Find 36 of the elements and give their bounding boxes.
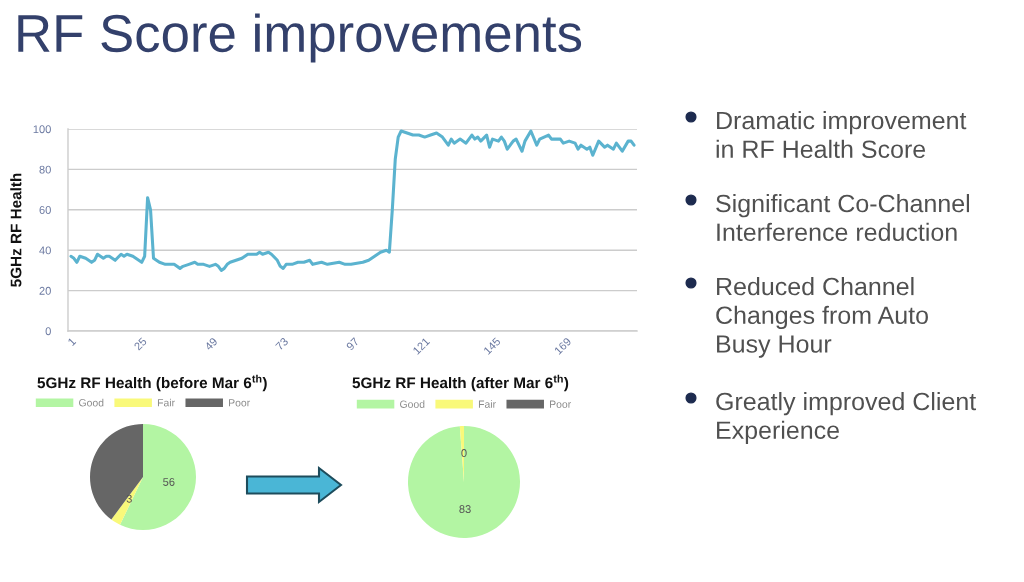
pie-slice xyxy=(90,424,143,520)
y-tick-label: 20 xyxy=(39,286,51,295)
chart-title: 5GHz RF Health (before Mar 6$^{th}$) xyxy=(37,374,267,392)
pie-slice xyxy=(111,477,143,525)
text: Significant Co-Channel Interference reduction xyxy=(716,194,970,242)
text: Reduced Channel Changes from Auto Busy Hour xyxy=(716,277,928,358)
text: Dramatic improvement in RF Health Score xyxy=(716,111,967,159)
legend-label: Good xyxy=(79,398,104,407)
x-tick-label: 169 xyxy=(553,337,572,355)
y-tick-label: 100 xyxy=(33,125,51,134)
x-tick-label: 25 xyxy=(133,337,148,351)
y-axis-title: 5GHz RF Health xyxy=(10,173,22,287)
text: Greatly improved Client Experience xyxy=(716,392,977,445)
x-tick-label: 121 xyxy=(412,337,431,355)
pie-slice xyxy=(408,426,520,538)
legend-label: Poor xyxy=(229,399,251,407)
x-tick-label: 97 xyxy=(345,337,360,351)
legend-label: Poor xyxy=(550,400,572,408)
chart-title: RF Score improvements xyxy=(18,13,582,63)
data-label: 3 xyxy=(126,494,132,503)
pie-slice xyxy=(120,424,196,530)
x-tick-label: 73 xyxy=(275,337,289,351)
text: 0 xyxy=(461,449,467,457)
y-tick-label: 60 xyxy=(39,206,51,214)
legend-label: Fair xyxy=(478,400,496,408)
y-tick-label: 80 xyxy=(39,165,51,174)
y-tick-label: 0 xyxy=(45,327,51,336)
data-label: 83 xyxy=(459,505,471,513)
legend-label: Fair xyxy=(157,398,175,407)
chart-title: 5GHz RF Health (after Mar 6$^{th}$) xyxy=(352,374,569,392)
data-label: 56 xyxy=(163,478,175,486)
x-tick-label: 145 xyxy=(483,337,501,355)
y-tick-label: 40 xyxy=(39,246,51,255)
x-tick-label: 1 xyxy=(67,337,77,347)
legend-label: Good xyxy=(400,400,425,408)
x-tick-label: 49 xyxy=(204,337,218,351)
